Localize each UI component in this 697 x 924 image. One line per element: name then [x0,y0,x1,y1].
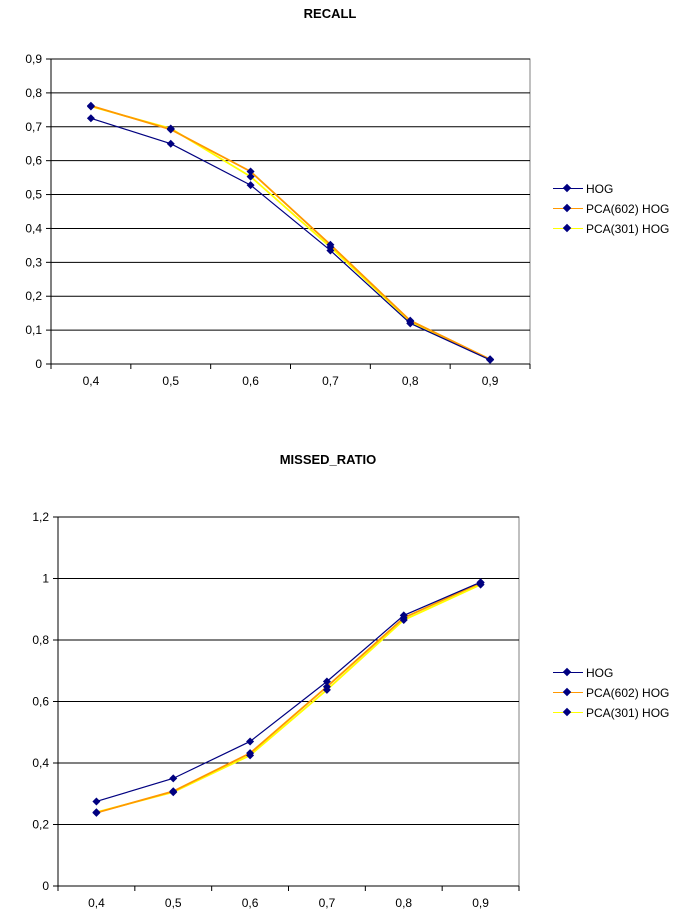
missed-ratio-chart: MISSED_RATIO 0 0,2 0,4 0,6 0,8 1 1,2 0,4 0,5 0,6 0… [0,440,697,924]
y-tick-label: 0,3 [25,255,42,269]
series-line [90,105,491,361]
series-line [96,581,481,803]
legend-item-pca602: PCA(602) HOG [553,198,669,218]
data-point [486,355,495,364]
y-tick-label: 1,2 [32,510,49,524]
x-tick-label: 0,8 [395,896,412,910]
x-tick-label: 0,8 [402,374,419,388]
missed-ratio-plot: 0 0,2 0,4 0,6 0,8 1 1,2 0,4 0,5 0,6 0,7 0,8 0,9 [32,510,520,910]
y-tick-label: 1 [42,572,49,586]
y-tick-label: 0,6 [32,695,49,709]
x-tick-label: 0,5 [162,374,179,388]
data-point [169,774,178,783]
x-tick-label: 0,9 [482,374,499,388]
data-point [476,578,485,587]
data-point [322,682,331,691]
series-line [96,583,481,814]
series-line [96,581,481,814]
legend: HOG PCA(602) HOG PCA(301) HOG [553,662,669,722]
legend-label: PCA(602) HOG [586,201,670,216]
y-tick-label: 0,2 [32,818,49,832]
chart-title: RECALL [303,6,357,21]
legend-swatch [553,183,583,195]
data-point [322,677,331,686]
legend-label: PCA(301) HOG [586,221,670,236]
x-tick-label: 0,7 [322,374,339,388]
legend-swatch [553,667,583,679]
y-tick-label: 0,8 [32,633,49,647]
data-point [399,611,408,620]
series-line [90,104,491,361]
recall-chart: RECALL 0 0,1 0,2 0,3 0,4 0,5 0,6 0,7 0,8 0,9 0,4 0,… [0,0,697,400]
chart-title: MISSED_RATIO [279,452,377,467]
data-point [166,139,175,148]
data-point [86,101,95,110]
legend-item-pca301: PCA(301) HOG [553,702,669,722]
data-point [246,749,255,758]
y-tick-label: 0,5 [25,188,42,202]
legend-swatch [553,203,583,215]
legend-item-hog: HOG [553,178,669,198]
data-point [246,181,255,190]
y-tick-label: 0,1 [25,323,42,337]
y-tick-label: 0,4 [32,756,49,770]
data-point [166,125,175,134]
x-tick-label: 0,5 [165,896,182,910]
series-line [90,117,491,361]
data-point [326,246,335,255]
legend-label: PCA(301) HOG [586,705,670,720]
x-tick-label: 0,7 [319,896,336,910]
x-tick-label: 0,9 [472,896,489,910]
legend-label: PCA(602) HOG [586,685,670,700]
data-point [406,319,415,328]
recall-plot: 0 0,1 0,2 0,3 0,4 0,5 0,6 0,7 0,8 0,9 0,4 0,5 0,6 0,7… [25,52,531,388]
x-tick-label: 0,6 [242,374,259,388]
data-point [92,808,101,817]
data-point [246,737,255,746]
data-point [92,797,101,806]
legend-item-pca602: PCA(602) HOG [553,682,669,702]
y-tick-label: 0,4 [25,221,42,235]
data-point [246,167,255,176]
x-tick-label: 0,4 [88,896,105,910]
y-tick-label: 0 [35,357,42,371]
legend-swatch [553,687,583,699]
data-point [246,172,255,181]
x-tick-label: 0,4 [83,374,100,388]
y-tick-label: 0,2 [25,289,42,303]
y-tick-label: 0,9 [25,52,42,66]
legend-item-hog: HOG [553,662,669,682]
legend-item-pca301: PCA(301) HOG [553,218,669,238]
legend-swatch [553,223,583,235]
legend-label: HOG [586,181,614,196]
legend-swatch [553,707,583,719]
data-point [326,240,335,249]
x-tick-label: 0,6 [242,896,259,910]
y-tick-label: 0,8 [25,86,42,100]
legend: HOG PCA(602) HOG PCA(301) HOG [553,178,669,238]
y-tick-label: 0 [42,879,49,893]
legend-label: HOG [586,665,614,680]
data-point [169,787,178,796]
data-point [86,114,95,123]
y-tick-label: 0,7 [25,120,42,134]
y-tick-label: 0,6 [25,154,42,168]
